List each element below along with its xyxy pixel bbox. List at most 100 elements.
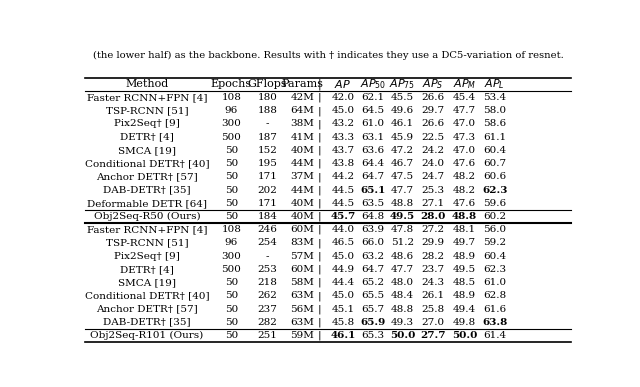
Text: -: - [266, 252, 269, 260]
Text: 62.8: 62.8 [483, 291, 506, 300]
Text: 58.0: 58.0 [483, 106, 506, 115]
Text: 48.9: 48.9 [453, 252, 476, 260]
Text: 29.9: 29.9 [422, 238, 445, 247]
Text: 64.7: 64.7 [361, 172, 384, 182]
Text: 27.7: 27.7 [420, 331, 446, 340]
Text: 47.2: 47.2 [391, 146, 414, 155]
Text: 29.7: 29.7 [422, 106, 445, 115]
Text: 26.6: 26.6 [422, 120, 445, 128]
Text: |: | [317, 172, 321, 182]
Text: 65.5: 65.5 [361, 291, 384, 300]
Text: 47.8: 47.8 [391, 225, 414, 234]
Text: 44.5: 44.5 [332, 185, 355, 195]
Text: 60.4: 60.4 [483, 252, 506, 260]
Text: 45.0: 45.0 [332, 252, 355, 260]
Text: 500: 500 [221, 265, 241, 274]
Text: 63.5: 63.5 [361, 199, 384, 208]
Text: 57M: 57M [291, 252, 314, 260]
Text: 50: 50 [225, 159, 238, 168]
Text: 46.5: 46.5 [332, 238, 355, 247]
Text: |: | [317, 199, 321, 208]
Text: 42.0: 42.0 [332, 93, 355, 102]
Text: 27.1: 27.1 [422, 199, 445, 208]
Text: 48.5: 48.5 [453, 278, 476, 287]
Text: $AP_{75}$: $AP_{75}$ [389, 77, 415, 91]
Text: $AP_S$: $AP_S$ [422, 77, 444, 91]
Text: 96: 96 [225, 238, 238, 247]
Text: 60.2: 60.2 [483, 212, 506, 221]
Text: 64M: 64M [291, 106, 314, 115]
Text: |: | [317, 225, 321, 235]
Text: 171: 171 [257, 199, 277, 208]
Text: 48.8: 48.8 [391, 199, 414, 208]
Text: 44.4: 44.4 [332, 278, 355, 287]
Text: Conditional DETR† [40]: Conditional DETR† [40] [84, 291, 209, 300]
Text: Deformable DETR [64]: Deformable DETR [64] [87, 199, 207, 208]
Text: 64.4: 64.4 [361, 159, 384, 168]
Text: 44.9: 44.9 [332, 265, 355, 274]
Text: 184: 184 [257, 212, 277, 221]
Text: 37M: 37M [291, 172, 314, 182]
Text: 22.5: 22.5 [422, 133, 445, 142]
Text: 26.1: 26.1 [422, 291, 445, 300]
Text: 44M: 44M [291, 159, 314, 168]
Text: 64.7: 64.7 [361, 265, 384, 274]
Text: 53.4: 53.4 [483, 93, 506, 102]
Text: 46.1: 46.1 [391, 120, 414, 128]
Text: 44M: 44M [291, 185, 314, 195]
Text: 28.0: 28.0 [420, 212, 446, 221]
Text: 48.0: 48.0 [391, 278, 414, 287]
Text: 40M: 40M [291, 146, 314, 155]
Text: 62.3: 62.3 [483, 265, 506, 274]
Text: 61.1: 61.1 [483, 133, 506, 142]
Text: 60.4: 60.4 [483, 146, 506, 155]
Text: 218: 218 [257, 278, 277, 287]
Text: 45.4: 45.4 [453, 93, 476, 102]
Text: 24.2: 24.2 [422, 146, 445, 155]
Text: 65.3: 65.3 [361, 331, 384, 340]
Text: $AP_{50}$: $AP_{50}$ [360, 77, 386, 91]
Text: 48.1: 48.1 [453, 225, 476, 234]
Text: 51.2: 51.2 [391, 238, 414, 247]
Text: 202: 202 [257, 185, 277, 195]
Text: 253: 253 [257, 265, 277, 274]
Text: 282: 282 [257, 318, 277, 327]
Text: 50.0: 50.0 [452, 331, 477, 340]
Text: GFlops: GFlops [248, 79, 287, 89]
Text: Epochs: Epochs [211, 79, 252, 89]
Text: 42M: 42M [291, 93, 314, 102]
Text: 24.7: 24.7 [422, 172, 445, 182]
Text: |: | [317, 93, 321, 102]
Text: 63.2: 63.2 [361, 252, 384, 260]
Text: DETR† [4]: DETR† [4] [120, 133, 174, 142]
Text: SMCA [19]: SMCA [19] [118, 146, 176, 155]
Text: 61.6: 61.6 [483, 305, 506, 313]
Text: 59.6: 59.6 [483, 199, 506, 208]
Text: 38M: 38M [291, 120, 314, 128]
Text: 246: 246 [257, 225, 277, 234]
Text: 40M: 40M [291, 212, 314, 221]
Text: 46.1: 46.1 [330, 331, 356, 340]
Text: 254: 254 [257, 238, 277, 247]
Text: 49.7: 49.7 [453, 238, 476, 247]
Text: 251: 251 [257, 331, 277, 340]
Text: |: | [317, 132, 321, 142]
Text: 47.0: 47.0 [453, 146, 476, 155]
Text: 63M: 63M [291, 318, 314, 327]
Text: 60M: 60M [291, 225, 314, 234]
Text: 108: 108 [221, 93, 241, 102]
Text: 24.0: 24.0 [422, 159, 445, 168]
Text: 63.1: 63.1 [361, 133, 384, 142]
Text: 195: 195 [257, 159, 277, 168]
Text: 47.5: 47.5 [391, 172, 414, 182]
Text: SMCA [19]: SMCA [19] [118, 278, 176, 287]
Text: 237: 237 [257, 305, 277, 313]
Text: Pix2Seq† [9]: Pix2Seq† [9] [114, 120, 180, 128]
Text: 45.9: 45.9 [391, 133, 414, 142]
Text: |: | [317, 265, 321, 274]
Text: 63.9: 63.9 [361, 225, 384, 234]
Text: 49.4: 49.4 [453, 305, 476, 313]
Text: DETR† [4]: DETR† [4] [120, 265, 174, 274]
Text: 50: 50 [225, 318, 238, 327]
Text: 45.8: 45.8 [332, 318, 355, 327]
